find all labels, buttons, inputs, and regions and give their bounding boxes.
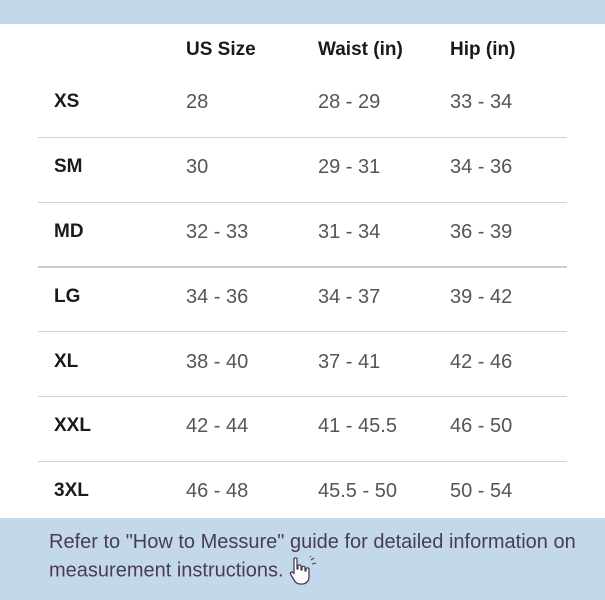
row-divider [38, 331, 567, 332]
hip-value: 46 - 50 [450, 415, 513, 437]
size-label: LG [54, 286, 81, 307]
note-text: Refer to "How to Messure" guide for deta… [49, 531, 576, 582]
pointing-hand-icon[interactable] [288, 555, 320, 586]
row-divider [38, 396, 567, 397]
row-divider [38, 461, 567, 462]
size-chart-table: US Size Waist (in) Hip (in) XS 28 28 - 2… [0, 24, 605, 518]
table-row: 3XL 46 - 48 45.5 - 50 50 - 54 [0, 459, 605, 524]
hip-value: 34 - 36 [450, 156, 513, 178]
table-row: XL 38 - 40 37 - 41 42 - 46 [0, 330, 605, 395]
header-hip: Hip (in) [450, 39, 516, 60]
size-label: XXL [54, 415, 91, 436]
size-label: 3XL [54, 480, 89, 501]
hip-value: 50 - 54 [450, 480, 513, 502]
size-label: XS [54, 91, 80, 112]
table-row: XXL 42 - 44 41 - 45.5 46 - 50 [0, 394, 605, 459]
note-paragraph: Refer to "How to Messure" guide for deta… [49, 528, 589, 586]
row-divider [38, 137, 567, 138]
table-row: XS 28 28 - 29 33 - 34 [0, 70, 605, 135]
waist-value: 34 - 37 [318, 286, 381, 308]
table-row: LG 34 - 36 34 - 37 39 - 42 [0, 265, 605, 330]
size-label: XL [54, 351, 79, 372]
waist-value: 29 - 31 [318, 156, 381, 178]
hip-value: 33 - 34 [450, 91, 513, 113]
table-row: SM 30 29 - 31 34 - 36 [0, 135, 605, 200]
measurement-note: Refer to "How to Messure" guide for deta… [0, 518, 605, 600]
waist-value: 37 - 41 [318, 351, 381, 373]
us-size-value: 38 - 40 [186, 351, 249, 373]
us-size-value: 34 - 36 [186, 286, 249, 308]
us-size-value: 42 - 44 [186, 415, 249, 437]
us-size-value: 46 - 48 [186, 480, 249, 502]
top-band [0, 0, 605, 24]
table-header: US Size Waist (in) Hip (in) [0, 24, 605, 76]
waist-value: 45.5 - 50 [318, 480, 397, 502]
waist-value: 31 - 34 [318, 221, 381, 243]
us-size-value: 32 - 33 [186, 221, 249, 243]
row-divider [38, 202, 567, 203]
row-divider [38, 266, 567, 268]
us-size-value: 28 [186, 91, 209, 113]
hip-value: 42 - 46 [450, 351, 513, 373]
size-label: MD [54, 221, 84, 242]
waist-value: 28 - 29 [318, 91, 381, 113]
size-label: SM [54, 156, 83, 177]
header-waist: Waist (in) [318, 39, 403, 60]
table-row: MD 32 - 33 31 - 34 36 - 39 [0, 200, 605, 265]
us-size-value: 30 [186, 156, 209, 178]
waist-value: 41 - 45.5 [318, 415, 397, 437]
hip-value: 39 - 42 [450, 286, 513, 308]
header-us-size: US Size [186, 39, 256, 60]
hip-value: 36 - 39 [450, 221, 513, 243]
